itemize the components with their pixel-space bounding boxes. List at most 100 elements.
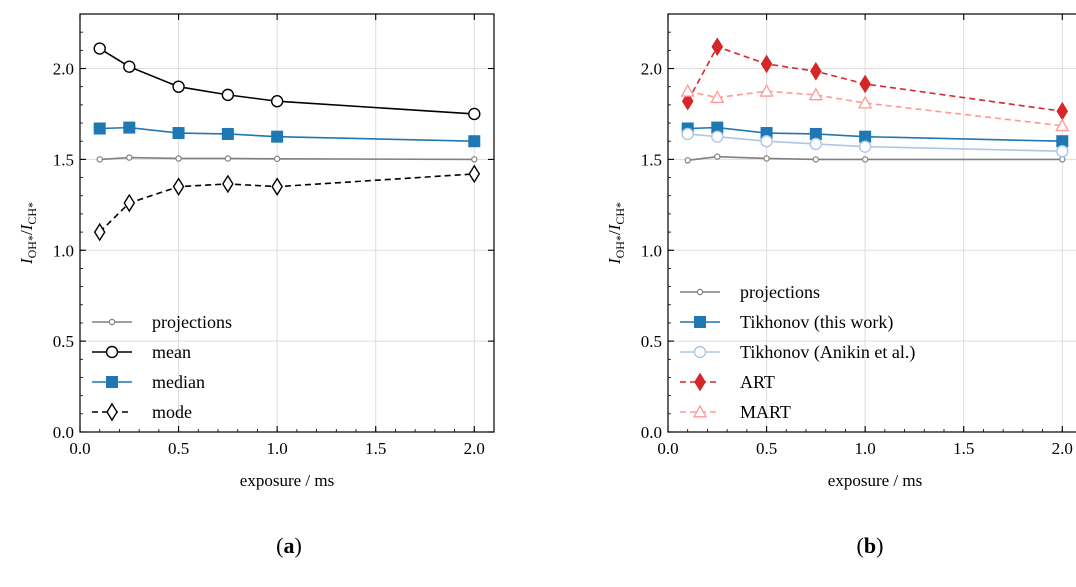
data-point [271,130,284,143]
series-median [93,121,481,148]
x-tick-label: 1.5 [365,439,386,458]
y-tick-label: 0.0 [641,423,662,442]
series-mean [93,42,481,121]
data-point [711,37,724,57]
legend-item: Tikhonov (Anikin et al.) [680,342,915,363]
y-tick-label: 1.0 [53,241,74,260]
data-point [714,153,721,160]
x-tick-label: 2.0 [1052,439,1073,458]
x-tick-label: 0.5 [168,439,189,458]
legend-marker [106,376,118,388]
plot-frame [79,13,495,433]
legend-marker [105,345,119,359]
legend-label: median [152,372,205,392]
data-point [221,88,235,102]
data-point [858,140,872,153]
data-point [172,127,185,140]
legend-item: median [92,372,205,392]
x-tick-label: 0.0 [69,439,90,458]
data-point [759,83,774,97]
data-point [680,83,695,97]
series-line [99,156,475,161]
data-point [172,177,185,196]
legend-item: mode [92,402,192,422]
data-point [858,95,873,109]
data-point [123,121,136,134]
x-tick-label: 1.0 [267,439,288,458]
data-point [273,155,281,163]
data-point [760,135,773,148]
y-tick-label: 2.0 [641,60,662,79]
legend-label: Tikhonov (this work) [740,312,893,333]
panel-a: 0.0 0.5 1.0 1.5 2.0 0.0 0.5 1.0 1.5 2.0 exposure /… [17,13,495,558]
data-point [93,122,106,135]
legend-marker [694,316,706,328]
data-point [96,156,103,163]
data-point [1056,101,1069,121]
x-tick-label: 0.0 [657,439,678,458]
series-line [687,90,1063,127]
plot-frame [667,13,1076,433]
legend-marker [692,404,708,418]
series-line [99,47,475,115]
y-axis-label: IOH*/ICH* [605,202,627,265]
x-tick-label: 0.5 [756,439,777,458]
data-point [812,156,820,163]
series-line [99,126,475,143]
legend-label: mode [152,402,192,422]
data-point [221,127,234,140]
grid [667,14,1076,433]
legend-marker [694,372,706,392]
data-point [808,87,823,101]
data-point [859,74,871,94]
legend-marker [108,318,116,326]
series-tikhonov-this-work- [681,121,1069,148]
data-point [468,135,481,148]
data-point [175,155,182,162]
series-mart [680,83,1070,132]
series-line [687,45,1063,113]
x-tick-label: 1.5 [953,439,974,458]
legend-label: projections [152,312,232,332]
series-projections [684,153,1066,164]
data-point [270,95,284,108]
series-projections [96,154,478,163]
series-line [99,173,475,233]
data-point [681,91,694,111]
data-point [468,107,481,121]
data-point [271,177,283,196]
legend-label: projections [740,282,820,302]
legend-item: Tikhonov (this work) [680,312,893,333]
legend: projections mean median mode [92,312,232,422]
data-point [471,156,478,163]
legend-item: MART [680,402,791,422]
legend-marker [696,288,704,296]
x-axis-label: exposure / ms [240,471,334,490]
x-tick-label: 2.0 [464,439,485,458]
data-point [1059,156,1066,163]
x-axis-label: exposure / ms [828,471,922,490]
data-point [126,154,133,161]
data-point [123,193,136,213]
series-tikhonov-anikin-et-al- [681,127,1069,158]
data-point [711,130,724,143]
y-tick-label: 1.0 [641,241,662,260]
legend-marker [106,402,118,422]
legend-marker [693,345,707,359]
data-point [763,155,770,162]
y-tick-label: 1.5 [53,150,74,169]
data-point [123,60,136,73]
y-tick-label: 0.5 [53,332,74,351]
legend-item: mean [92,342,191,362]
data-point [861,156,869,163]
y-axis-label: IOH*/ICH* [17,202,39,265]
data-point [760,54,773,74]
legend-label: Tikhonov (Anikin et al.) [740,342,915,363]
y-tick-label: 0.0 [53,423,74,442]
data-point [172,80,185,93]
panel-b: 0.0 0.5 1.0 1.5 2.0 0.0 0.5 1.0 1.5 2.0 exposure /… [605,13,1076,558]
panel-label: (b) [857,533,884,558]
data-point [810,61,822,81]
legend: projections Tikhonov (this work) Tikhonov … [680,282,915,422]
